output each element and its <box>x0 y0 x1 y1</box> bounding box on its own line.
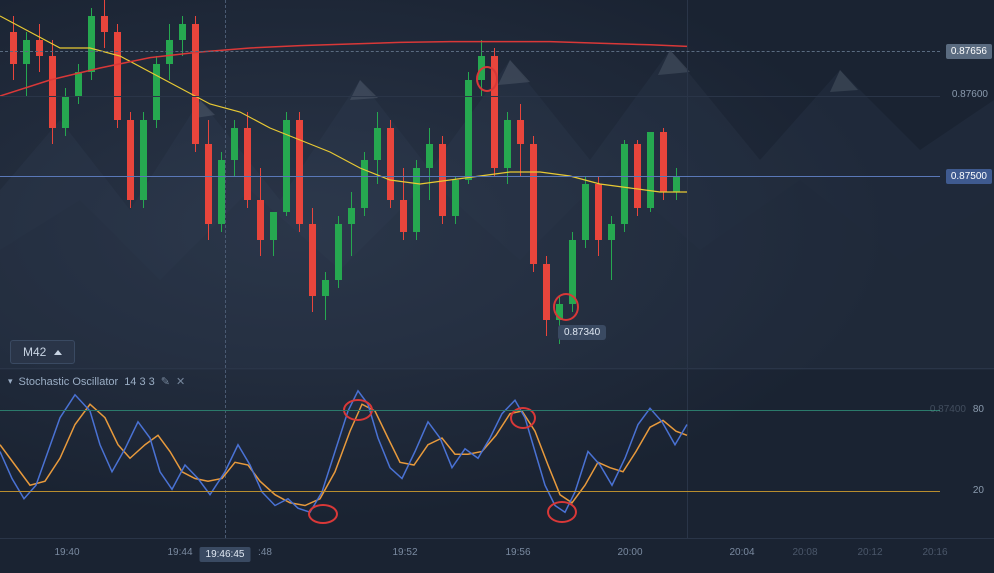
oscillator-params: 14 3 3 <box>124 376 155 388</box>
oscillator-level-line <box>0 491 940 492</box>
time-axis-label: :48 <box>258 547 272 558</box>
oscillator-panel: ▾ Stochastic Oscillator 14 3 3 ✎ ✕ <box>0 368 994 538</box>
annotation-circle <box>553 293 579 321</box>
caret-up-icon <box>54 350 62 355</box>
price-chart[interactable] <box>0 0 940 368</box>
price-callout: 0.87340 <box>558 325 606 340</box>
price-line <box>0 96 940 97</box>
price-axis-label: 0.87600 <box>952 89 988 100</box>
oscillator-title: Stochastic Oscillator <box>19 376 119 388</box>
time-axis: 19:40 19:44 19:46:45 :48 19:52 19:56 20:00 20:0… <box>0 538 994 573</box>
oscillator-level-label: 20 <box>973 485 984 496</box>
pencil-icon[interactable]: ✎ <box>161 375 170 388</box>
oscillator-header: ▾ Stochastic Oscillator 14 3 3 ✎ ✕ <box>8 375 185 388</box>
time-axis-label: 19:56 <box>505 547 530 558</box>
oscillator-level-line <box>0 410 940 411</box>
close-icon[interactable]: ✕ <box>176 375 185 388</box>
time-axis-label: 19:46:45 <box>200 547 251 562</box>
trading-chart-container: 0.87656 0.87600 0.87500 0.87340 M42 ▾ Stoc… <box>0 0 994 573</box>
time-axis-label: 20:16 <box>922 547 947 558</box>
timeframe-label: M42 <box>23 345 46 359</box>
time-axis-label: 20:08 <box>792 547 817 558</box>
time-axis-label: 19:52 <box>392 547 417 558</box>
annotation-circle <box>476 66 498 92</box>
price-axis-label: 0.87500 <box>946 169 992 184</box>
time-axis-label: 20:00 <box>617 547 642 558</box>
time-axis-label: 20:04 <box>729 547 754 558</box>
collapse-icon[interactable]: ▾ <box>8 376 13 387</box>
annotation-circle <box>547 501 577 523</box>
time-axis-label: 19:44 <box>167 547 192 558</box>
price-line <box>0 176 940 177</box>
price-line <box>0 51 940 52</box>
annotation-circle <box>308 504 338 524</box>
time-axis-label: 19:40 <box>54 547 79 558</box>
price-axis-label: 0.87656 <box>946 44 992 59</box>
oscillator-chart[interactable] <box>0 369 940 539</box>
oscillator-faded-price: 0.87400 <box>930 404 984 415</box>
time-axis-label: 20:12 <box>857 547 882 558</box>
timeframe-selector[interactable]: M42 <box>10 340 75 364</box>
